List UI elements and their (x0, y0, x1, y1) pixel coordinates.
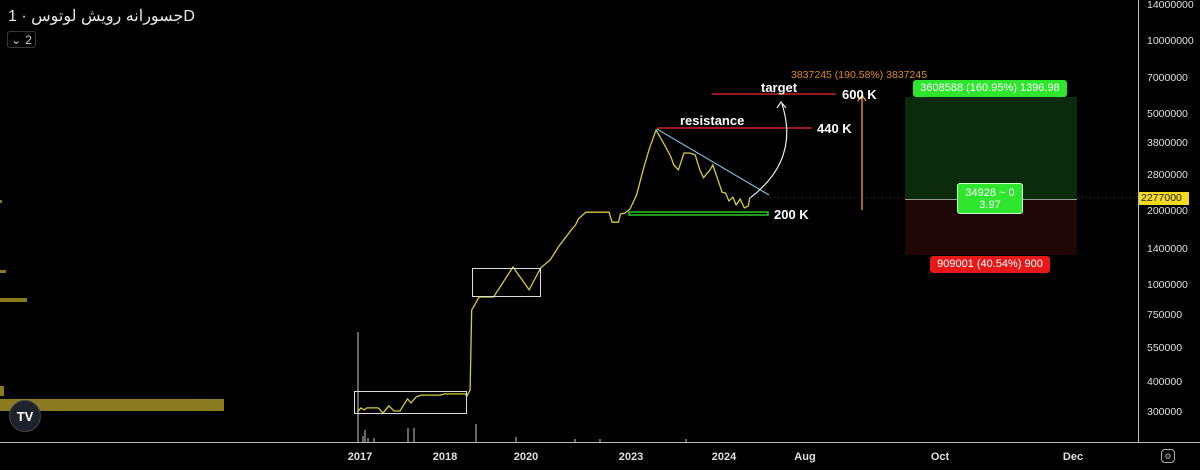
volume-profile-bar (0, 200, 2, 203)
time-tick: 2020 (513, 451, 539, 463)
loss-badge: 909001 (40.54%) 900 (930, 256, 1050, 273)
price-chart[interactable] (0, 0, 1138, 442)
volume-profile-bar (0, 298, 27, 302)
volume-profile-bar (0, 270, 6, 273)
profit-badge: 3608588 (160.95%) 1396.98 (913, 80, 1067, 97)
legend-count: 2 (25, 32, 32, 47)
time-tick: 2018 (432, 451, 458, 463)
time-tick: Dec (1062, 451, 1084, 463)
entry-badge-line1: 34928 ~ 0 (965, 187, 1015, 199)
price-tick: 3800000 (1147, 137, 1188, 150)
price-tick: 550000 (1147, 341, 1183, 354)
curved-arrow (749, 103, 788, 199)
price-line (356, 128, 751, 415)
entry-badge: 34928 ~ 0 3.97 (957, 183, 1023, 214)
price-tick: 5000000 (1147, 108, 1188, 121)
symbol-title: جسورانه رویش لوتوس · 1D (8, 8, 195, 25)
resistance-label: resistance (680, 113, 745, 128)
curved-arrow-head (776, 100, 787, 109)
range-box-2017 (354, 391, 467, 414)
time-tick: Aug (794, 451, 816, 463)
target-label: target (761, 80, 798, 95)
price-tick: 7000000 (1147, 72, 1188, 85)
time-tick: 2017 (347, 451, 373, 463)
price-tick: 750000 (1147, 308, 1183, 321)
chevron-down-icon: ⌄ (11, 32, 22, 47)
price-tick: 10000000 (1147, 34, 1194, 47)
tradingview-logo[interactable]: TV (9, 400, 41, 432)
price-tick: 400000 (1147, 375, 1183, 388)
time-tick: 2023 (618, 451, 644, 463)
measure-label: 3837245 (190.58%) 3837245 (791, 69, 928, 81)
legend-toggle-button[interactable]: ⌄ 2 (7, 31, 36, 48)
measure-arrow-head (857, 93, 867, 102)
support-zone (628, 211, 769, 216)
settings-gear-icon[interactable]: ⚙ (1161, 449, 1175, 463)
resistance-value: 440 K (817, 121, 852, 136)
price-tick: 1400000 (1147, 242, 1188, 255)
volume-profile-bar (0, 399, 224, 411)
profit-zone[interactable] (905, 97, 1077, 199)
support-value: 200 K (774, 207, 809, 222)
volume-profile-bar (0, 386, 4, 396)
entry-badge-line2: 3.97 (979, 199, 1001, 211)
price-tick: 300000 (1147, 406, 1183, 419)
target-value: 600 K (842, 87, 877, 102)
price-tick: 2800000 (1147, 169, 1188, 182)
price-tick: 14000000 (1147, 0, 1194, 11)
time-tick: 2024 (711, 451, 737, 463)
time-axis[interactable]: 2017 2018 2020 2023 2024 Aug Oct Dec (0, 442, 1200, 470)
price-tick: 2000000 (1147, 205, 1188, 218)
trendline (656, 128, 770, 196)
range-box-2019 (472, 268, 541, 297)
last-price-label: 2277000 (1139, 192, 1189, 205)
price-axis[interactable]: 14000000 10000000 7000000 5000000 3800000 280… (1138, 0, 1200, 442)
price-tick: 1000000 (1147, 278, 1188, 291)
time-tick: Oct (930, 451, 950, 463)
